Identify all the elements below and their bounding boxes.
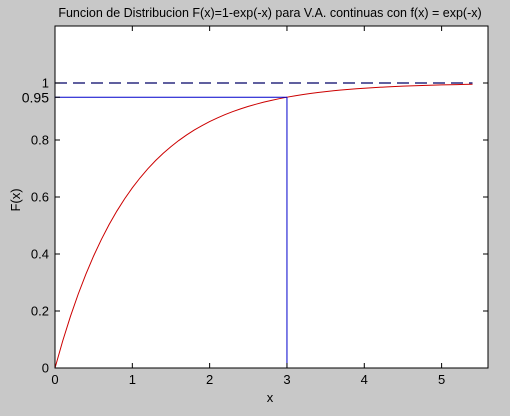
- y-axis-label: F(x): [8, 188, 23, 211]
- y-tick-label: 0.8: [31, 133, 49, 148]
- y-tick-label: 0.2: [31, 304, 49, 319]
- tick-layer: 0 1 2 3 4 500.20.40.60.810.95: [22, 26, 488, 387]
- x-tick-label: 4: [361, 372, 368, 387]
- chart-title: Funcion de Distribucion F(x)=1-exp(-x) p…: [58, 6, 481, 20]
- quantile-y-tick-label: 0.95: [22, 89, 49, 105]
- series-layer: [54, 82, 473, 369]
- x-tick-label: 5: [438, 372, 445, 387]
- x-tick-label: 0: [51, 372, 58, 387]
- plot-area: [54, 25, 489, 369]
- x-tick-label: 1: [129, 372, 136, 387]
- y-tick-label: 1: [42, 76, 49, 91]
- x-tick-label: 3: [283, 372, 290, 387]
- cdf-curve: [54, 83, 473, 369]
- y-tick-label: 0.4: [31, 247, 49, 262]
- y-tick-label: 0.6: [31, 190, 49, 205]
- x-axis-label: x: [267, 390, 274, 405]
- y-tick-label: 0: [42, 361, 49, 376]
- x-tick-label: 2: [206, 372, 213, 387]
